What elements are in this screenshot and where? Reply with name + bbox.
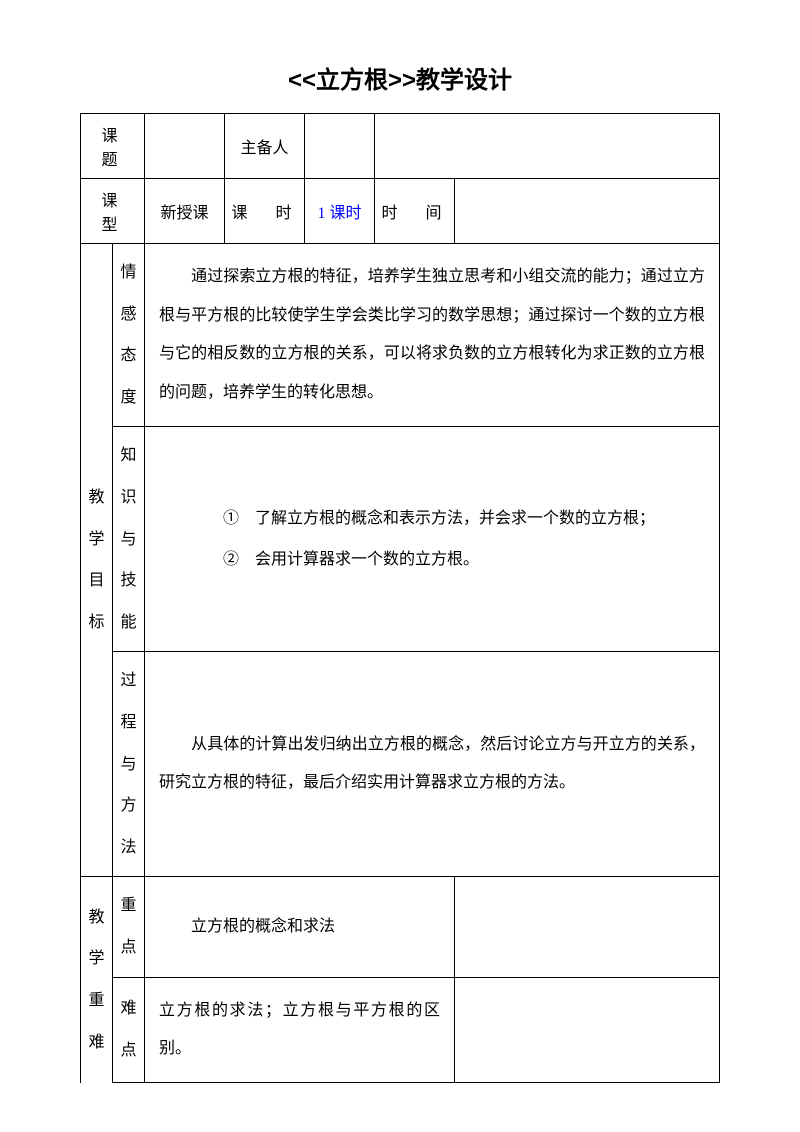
row-keypoint: 教学重难 重点 立方根的概念和求法 [81, 877, 720, 977]
val-type: 新授课 [145, 179, 225, 244]
label-period: 课 时 [225, 179, 305, 244]
row-attitude: 教学目标 情感态度 通过探索立方根的特征，培养学生独立思考和小组交流的能力；通过… [81, 244, 720, 427]
label-process: 过程与方法 [113, 652, 145, 877]
label-difficulty-text: 难点 [121, 988, 137, 1071]
val-time [455, 179, 720, 244]
label-preparer: 主备人 [225, 114, 305, 179]
knowledge-line2: ② 会用计算器求一个数的立方根。 [159, 539, 705, 581]
row-topic: 课 题 主备人 [81, 114, 720, 179]
label-goals-text: 教学目标 [89, 477, 105, 643]
label-attitude-text: 情感态度 [121, 252, 137, 418]
val-topic [145, 114, 225, 179]
content-process: 从具体的计算出发归纳出立方根的概念，然后讨论立方与开立方的关系，研究立方根的特征… [145, 652, 720, 877]
content-attitude: 通过探索立方根的特征，培养学生独立思考和小组交流的能力；通过立方根与平方根的比较… [145, 244, 720, 427]
content-keypoint: 立方根的概念和求法 [145, 877, 455, 977]
label-difficulty: 难点 [113, 977, 145, 1083]
label-keydiff-text: 教学重难 [89, 897, 105, 1063]
content-knowledge: ① 了解立方根的概念和表示方法，并会求一个数的立方根； ② 会用计算器求一个数的… [145, 427, 720, 652]
label-time: 时 间 [375, 179, 455, 244]
label-topic: 课 题 [81, 114, 145, 179]
row-type: 课 型 新授课 课 时 1 课时 时 间 [81, 179, 720, 244]
knowledge-line1: ① 了解立方根的概念和表示方法，并会求一个数的立方根； [159, 498, 705, 540]
label-type: 课 型 [81, 179, 145, 244]
label-keydiff: 教学重难 [81, 877, 113, 1083]
keypoint-blank [455, 877, 720, 977]
label-knowledge: 知识与技能 [113, 427, 145, 652]
label-process-text: 过程与方法 [121, 660, 137, 868]
label-attitude: 情感态度 [113, 244, 145, 427]
label-knowledge-text: 知识与技能 [121, 435, 137, 643]
content-difficulty: 立方根的求法；立方根与平方根的区别。 [145, 977, 455, 1083]
page-title: <<立方根>>教学设计 [80, 60, 720, 95]
val-period: 1 课时 [305, 179, 375, 244]
label-goals: 教学目标 [81, 244, 113, 877]
row-knowledge: 知识与技能 ① 了解立方根的概念和表示方法，并会求一个数的立方根； ② 会用计算… [81, 427, 720, 652]
difficulty-blank [455, 977, 720, 1083]
lesson-plan-table: 课 题 主备人 课 型 新授课 课 时 1 课时 时 间 教学目标 情感态度 通… [80, 113, 720, 1083]
row-process: 过程与方法 从具体的计算出发归纳出立方根的概念，然后讨论立方与开立方的关系，研究… [81, 652, 720, 877]
label-keypoint-text: 重点 [121, 885, 137, 968]
label-keypoint: 重点 [113, 877, 145, 977]
val-preparer [305, 114, 375, 179]
row-difficulty: 难点 立方根的求法；立方根与平方根的区别。 [81, 977, 720, 1083]
val-preparer-ext [375, 114, 720, 179]
